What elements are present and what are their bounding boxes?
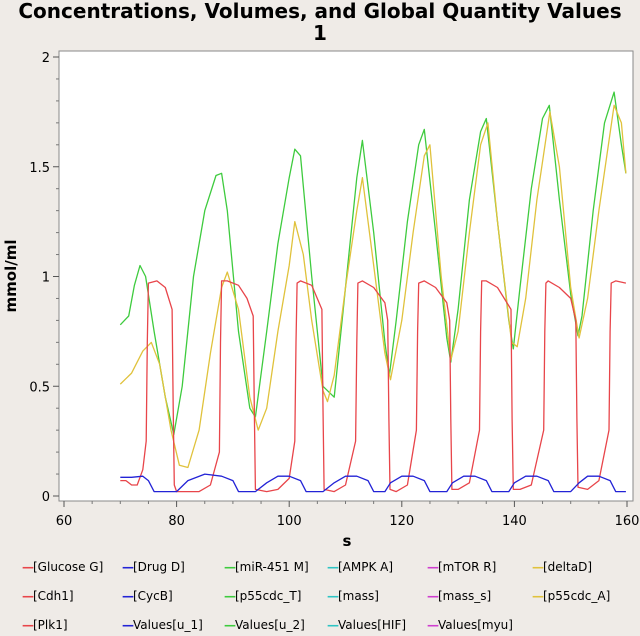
legend-swatch: — (224, 560, 236, 574)
legend-swatch: — (22, 589, 34, 603)
legend-swatch: — (427, 560, 439, 574)
y-tick-label: 0 (42, 490, 50, 505)
series-line-2 (120, 280, 627, 493)
legend-label: [AMPK A] (338, 560, 394, 574)
legend-item: —[deltaD] (532, 560, 592, 574)
legend-item: —[p55cdc_T] (224, 589, 301, 603)
legend-label: [Drug D] (133, 560, 185, 574)
legend-item: —[Drug D] (122, 560, 185, 574)
legend-label: [miR-451 M] (235, 560, 309, 574)
legend-label: [p55cdc_A] (543, 589, 611, 603)
legend-swatch: — (427, 618, 439, 632)
axis-layer: 60 80 100 120 140 160 0 0.5 1 1.5 2 (29, 51, 639, 529)
legend-label: [mTOR R] (438, 560, 497, 574)
legend-item: —[mass] (327, 589, 379, 603)
legend-label: [mass] (338, 589, 379, 603)
x-tick-label: 60 (56, 514, 73, 529)
chart-title-line-1: Concentrations, Volumes, and Global Quan… (18, 0, 622, 23)
legend-swatch: — (327, 618, 339, 632)
legend-label: [Plk1] (33, 618, 68, 632)
series-line-3 (120, 473, 626, 493)
y-tick-label: 2 (42, 51, 50, 66)
x-tick-label: 120 (389, 514, 414, 529)
legend-item: —Values[HIF] (327, 618, 406, 632)
y-tick-label: 1.5 (29, 161, 50, 176)
legend-item: —Values[u_1] (122, 618, 203, 632)
legend-swatch: — (224, 589, 236, 603)
chart-title-line-2: 1 (313, 21, 327, 45)
legend: —[Glucose G] —[Drug D] —[miR-451 M] —[AMPK … (0, 556, 640, 636)
line-chart: 60 80 100 120 140 160 0 0.5 1 1.5 2 s mmol/ml (2, 50, 639, 550)
series-line-1 (119, 104, 627, 469)
legend-item: —[mass_s] (427, 589, 491, 603)
y-tick-label: 0.5 (29, 380, 50, 395)
x-tick-label: 100 (277, 514, 302, 529)
plot-area (58, 50, 634, 502)
legend-label: [deltaD] (543, 560, 592, 574)
legend-label: [CycB] (133, 589, 173, 603)
legend-swatch: — (327, 560, 339, 574)
legend-swatch: — (427, 589, 439, 603)
legend-swatch: — (327, 589, 339, 603)
x-axis-label: s (343, 532, 352, 550)
series-line-0 (119, 91, 627, 436)
legend-item: —Values[u_2] (224, 618, 305, 632)
legend-label: Values[u_1] (133, 618, 203, 632)
series-layer (119, 91, 627, 493)
legend-label: [mass_s] (438, 589, 492, 603)
x-tick-label: 160 (615, 514, 640, 529)
chart-title: Concentrations, Volumes, and Global Quan… (0, 0, 640, 44)
legend-label: Values[u_2] (235, 618, 305, 632)
x-tick-label: 140 (502, 514, 527, 529)
legend-swatch: — (532, 589, 544, 603)
legend-swatch: — (122, 618, 134, 632)
legend-item: —[Glucose G] (22, 560, 103, 574)
legend-swatch: — (22, 618, 34, 632)
legend-swatch: — (532, 560, 544, 574)
legend-swatch: — (22, 560, 34, 574)
legend-label: [p55cdc_T] (235, 589, 302, 603)
legend-label: [Cdh1] (33, 589, 74, 603)
legend-label: Values[myu] (438, 618, 513, 632)
legend-swatch: — (122, 560, 134, 574)
legend-swatch: — (122, 589, 134, 603)
y-tick-label: 1 (42, 271, 50, 286)
x-tick-label: 80 (168, 514, 185, 529)
legend-item: —[mTOR R] (427, 560, 496, 574)
legend-item: —Values[myu] (427, 618, 513, 632)
legend-item: —[miR-451 M] (224, 560, 309, 574)
legend-swatch: — (224, 618, 236, 632)
legend-item: —[Plk1] (22, 618, 68, 632)
legend-item: —[CycB] (122, 589, 173, 603)
legend-item: —[Cdh1] (22, 589, 74, 603)
legend-label: [Glucose G] (33, 560, 104, 574)
legend-item: —[p55cdc_A] (532, 589, 610, 603)
y-axis-label: mmol/ml (2, 240, 20, 313)
legend-label: Values[HIF] (338, 618, 407, 632)
legend-item: —[AMPK A] (327, 560, 393, 574)
